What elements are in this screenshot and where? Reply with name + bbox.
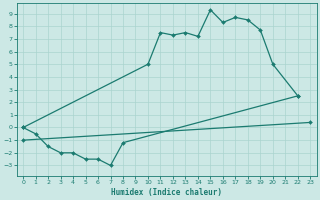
X-axis label: Humidex (Indice chaleur): Humidex (Indice chaleur) xyxy=(111,188,222,197)
